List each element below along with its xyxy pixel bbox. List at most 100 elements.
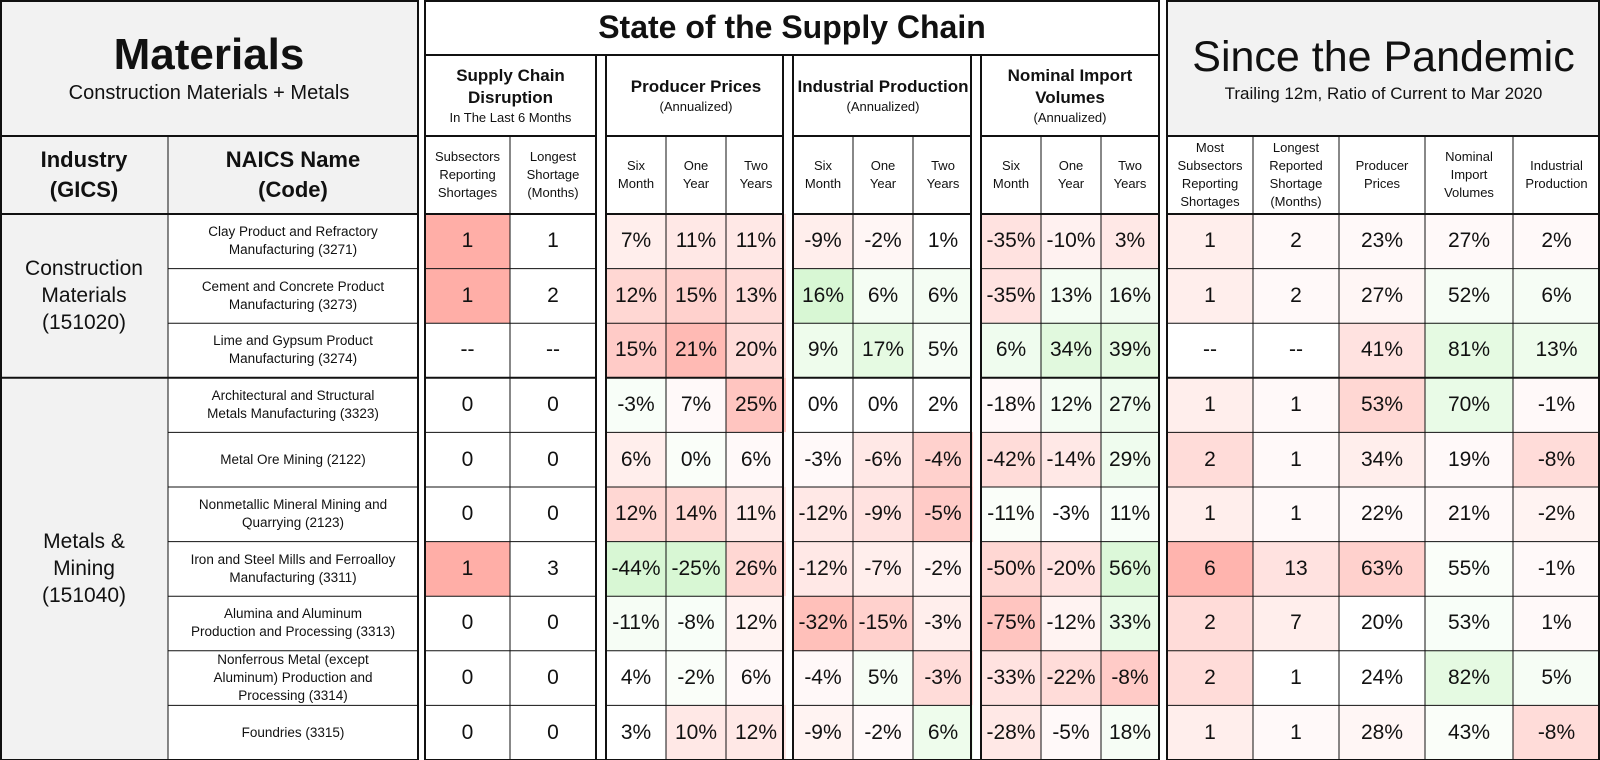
value-cell: 6% [913, 268, 973, 324]
naics-name: Lime and Gypsum Product Manufacturing (3… [213, 333, 373, 367]
value-cell: -1% [1513, 377, 1600, 433]
value-cell: 20% [1360, 611, 1404, 635]
value-cell: 12% [606, 268, 666, 324]
value-cell: 34% [1041, 323, 1101, 378]
value-cell: 1 [1290, 666, 1302, 690]
column-header-line: Reporting [1181, 176, 1239, 191]
value-cell: -32% [793, 596, 853, 651]
column-header-line: Two [744, 158, 768, 173]
value-cell: 23% [1339, 214, 1425, 269]
column-header-line: Subsectors [1177, 158, 1243, 173]
value-cell: -75% [981, 596, 1041, 651]
value-cell: -8% [1513, 432, 1600, 487]
value-cell: 70% [1425, 377, 1513, 433]
value-cell: 21% [666, 323, 726, 378]
column-header-3: One Year [666, 136, 726, 214]
value-cell: 4% [620, 666, 652, 690]
pandemic-title: Since the Pandemic [1192, 33, 1575, 81]
value-cell: -4% [913, 432, 973, 487]
value-cell: 43% [1425, 705, 1513, 760]
materials-title: Materials [113, 30, 305, 79]
value-cell: -10% [1041, 214, 1101, 269]
materials-subtitle: Construction Materials + Metals [68, 82, 350, 104]
value-cell: 2 [1167, 596, 1253, 651]
column-header-line: Shortage [1269, 176, 1323, 191]
value-cell: 1 [1253, 705, 1339, 760]
value-cell: -1% [1513, 541, 1600, 597]
value-cell: 10% [666, 705, 726, 760]
column-header-line: Volumes [1444, 185, 1494, 200]
group-subtitle: (Annualized) [1033, 109, 1107, 125]
value-cell: 1 [1167, 214, 1253, 269]
value-cell: 2 [1253, 268, 1339, 324]
value-cell: 19% [1425, 432, 1513, 487]
value-cell: 13% [726, 268, 786, 324]
value-cell: -50% [981, 541, 1041, 597]
value-cell: 2% [1513, 214, 1600, 269]
value-cell: 1 [1253, 487, 1339, 542]
column-header-line: Two [1118, 158, 1142, 173]
value-cell: 1 [1253, 432, 1339, 487]
group-title: Producer Prices [630, 76, 762, 96]
value-cell: -2% [853, 214, 913, 269]
value-cell: 0 [461, 666, 474, 690]
value-cell: 0 [547, 447, 559, 471]
column-header-line: Industrial [1530, 158, 1583, 173]
value-cell: -12% [793, 541, 853, 597]
value-cell: -5% [913, 487, 973, 542]
column-header-line: Longest [1272, 140, 1320, 155]
naics-name: Clay Product and Refractory Manufacturin… [208, 224, 378, 258]
value-cell: 34% [1339, 432, 1425, 487]
value-cell: 2% [927, 393, 959, 417]
column-header-line: Month [617, 176, 655, 191]
column-header-line: Reporting [439, 167, 496, 182]
value-cell: -5% [1041, 705, 1101, 760]
value-cell: -14% [1041, 432, 1101, 487]
value-cell: 16% [1101, 268, 1159, 324]
value-cell: 1% [1513, 596, 1600, 651]
value-cell: -8% [1101, 650, 1159, 706]
value-cell: -- [1289, 338, 1303, 362]
value-cell: 6% [1513, 268, 1600, 324]
value-cell: 53% [1339, 377, 1425, 433]
value-cell: 6% [981, 323, 1041, 378]
value-cell: -42% [981, 432, 1041, 487]
value-cell: -- [546, 338, 560, 362]
value-cell: 5% [853, 650, 913, 706]
value-cell: 1 [1167, 377, 1253, 433]
supply-chain-title: State of the Supply Chain [425, 0, 1159, 55]
column-header-line: Nominal [1445, 149, 1493, 164]
naics-name: Cement and Concrete Product Manufacturin… [201, 278, 385, 312]
group-subtitle: (Annualized) [659, 98, 733, 114]
value-cell: 81% [1425, 323, 1513, 378]
value-cell: 28% [1339, 705, 1425, 760]
column-header-line: (Months) [527, 185, 579, 200]
value-cell: -11% [606, 596, 666, 651]
value-cell: 53% [1425, 596, 1513, 651]
industry-column-header: Industry (GICS) [0, 136, 168, 214]
value-cell: 9% [793, 323, 853, 378]
value-cell: -3% [913, 650, 973, 706]
value-cell: 0 [547, 611, 559, 635]
group-title: Industrial Production [797, 76, 969, 96]
column-header-line: Production [1525, 176, 1588, 191]
value-cell: 6% [913, 705, 973, 760]
value-cell: -25% [666, 541, 726, 597]
column-header-4: Two Years [726, 136, 786, 214]
value-cell: 1 [425, 214, 510, 269]
naics-name: Nonferrous Metal (except Aluminum) Produ… [213, 652, 373, 704]
group-subtitle: In The Last 6 Months [449, 109, 572, 125]
group-title: Supply Chain Disruption [456, 65, 565, 107]
group-header-3: Nominal Import Volumes (Annualized) [981, 55, 1159, 136]
value-cell: -35% [981, 214, 1041, 269]
value-cell: -18% [981, 377, 1041, 433]
naics-column-header: NAICS Name (Code) [168, 136, 418, 214]
value-cell: 56% [1101, 541, 1159, 597]
value-cell: 13 [1253, 541, 1339, 597]
column-header-line: Subsectors [434, 149, 501, 164]
value-cell: 12% [726, 705, 786, 760]
value-cell: 5% [1513, 650, 1600, 706]
value-cell: 13% [1041, 268, 1101, 324]
value-cell: 12% [1041, 377, 1101, 433]
